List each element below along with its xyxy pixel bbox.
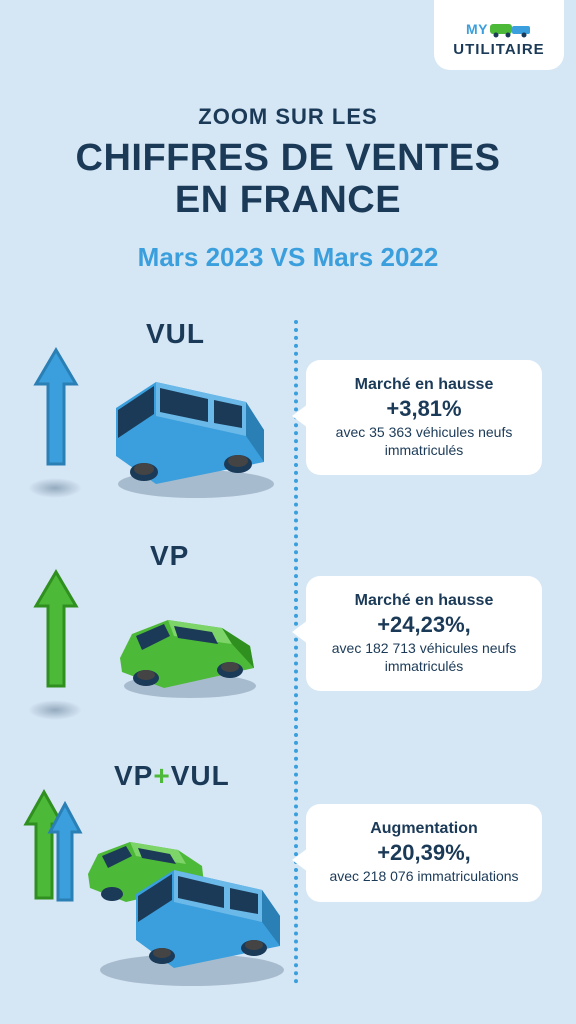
left-col-vul: VUL: [0, 318, 296, 528]
stat-bubble-vp: Marché en hausse +24,23%, avec 182 713 v…: [306, 576, 542, 691]
bubble-percent: +24,23%,: [320, 612, 528, 638]
stat-row-vul: VUL Marché en hausse: [0, 318, 576, 528]
category-label-vp: VP: [150, 540, 189, 572]
logo-my-text: MY: [466, 21, 488, 37]
arrow-shadow: [28, 700, 82, 720]
arrow-up-icon: [32, 346, 80, 474]
car-van-combo-icon: [74, 794, 294, 999]
stat-bubble-vp-vul: Augmentation +20,39%, avec 218 076 immat…: [306, 804, 542, 902]
bubble-headline: Augmentation: [320, 820, 528, 838]
bubble-headline: Marché en hausse: [320, 592, 528, 610]
category-label-vp-vul: VP+VUL: [114, 760, 230, 792]
logo-icon-row: MY: [466, 19, 532, 39]
label-vul: VUL: [171, 760, 230, 791]
category-label-vul: VUL: [146, 318, 205, 350]
arrow-up-icon: [32, 568, 80, 696]
left-col-vp-vul: VP+VUL: [0, 760, 296, 970]
logo-vehicle-icon: [490, 19, 532, 39]
header-title-line2: EN FRANCE: [175, 179, 401, 221]
header-subtitle: Mars 2023 VS Mars 2022: [0, 242, 576, 273]
header-title: CHIFFRES DE VENTES EN FRANCE: [0, 138, 576, 222]
bubble-percent: +20,39%,: [320, 840, 528, 866]
van-icon: [96, 352, 286, 507]
header-eyebrow: ZOOM SUR LES: [0, 104, 576, 130]
bubble-detail: avec 218 076 immatriculations: [320, 868, 528, 886]
left-col-vp: VP: [0, 540, 296, 750]
bubble-detail: avec 182 713 véhicules neufs immatriculé…: [320, 640, 528, 675]
arrow-shadow: [28, 478, 82, 498]
logo-brand-word: UTILITAIRE: [453, 41, 544, 58]
brand-logo: MY UTILITAIRE: [434, 0, 564, 70]
stat-bubble-vul: Marché en hausse +3,81% avec 35 363 véhi…: [306, 360, 542, 475]
header-title-line1: CHIFFRES DE VENTES: [76, 137, 501, 179]
bubble-detail: avec 35 363 véhicules neufs immatriculés: [320, 424, 528, 459]
stat-row-vp: VP Marché en hausse +24,23%,: [0, 540, 576, 750]
bubble-percent: +3,81%: [320, 396, 528, 422]
label-plus: +: [153, 760, 170, 791]
car-icon: [102, 584, 272, 709]
label-vp: VP: [114, 760, 153, 791]
stat-row-vp-vul: VP+VUL: [0, 760, 576, 970]
bubble-headline: Marché en hausse: [320, 376, 528, 394]
